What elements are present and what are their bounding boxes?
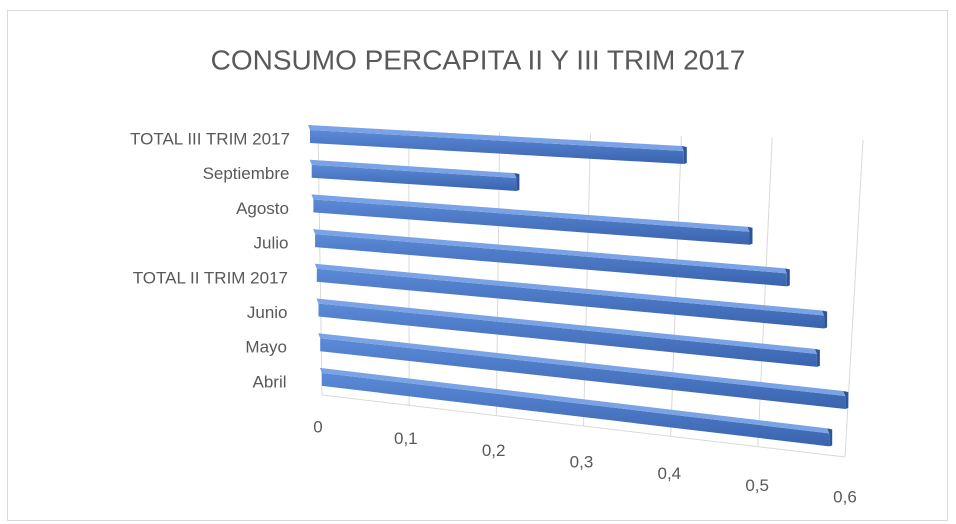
bar [314, 263, 828, 329]
y-tick-label: TOTAL III TRIM 2017 [130, 129, 290, 148]
bar-front [320, 338, 846, 410]
bar-end [681, 146, 687, 164]
bar [319, 367, 833, 447]
y-tick-label: Julio [254, 234, 289, 253]
bar-front [310, 130, 684, 164]
bar-top [318, 333, 846, 397]
bar-end [784, 268, 790, 287]
bar-end [822, 310, 828, 329]
bar-top [308, 125, 684, 151]
x-tick-label: 0,1 [394, 429, 418, 448]
bar [316, 298, 820, 367]
bar [308, 125, 687, 164]
x-tick-label: 0,6 [833, 487, 857, 506]
bar-top [319, 367, 830, 434]
bar-top [313, 229, 787, 274]
bar-top [316, 298, 817, 354]
bar-front [318, 303, 817, 367]
x-axis [321, 394, 846, 458]
y-tick-label: Septiembre [203, 164, 290, 183]
bar-end [827, 428, 833, 447]
bar-front [316, 268, 825, 329]
bar-front [321, 372, 830, 447]
y-tick-label: Mayo [245, 338, 287, 357]
x-tick-label: 0,4 [658, 464, 682, 483]
bar-end [843, 391, 849, 410]
bar-top [314, 263, 825, 316]
x-tick-label: 0,3 [570, 452, 594, 471]
bar [313, 229, 790, 287]
chart-border [7, 10, 948, 521]
bar-top [311, 194, 750, 232]
x-tick-label: 0,2 [482, 441, 506, 460]
bar-top [309, 159, 517, 179]
chart-title: CONSUMO PERCAPITA II Y III TRIM 2017 [211, 44, 746, 75]
x-tick-label: 0,5 [745, 476, 769, 495]
y-tick-label: TOTAL II TRIM 2017 [133, 268, 288, 287]
bar-end [814, 348, 820, 367]
bar-end [514, 173, 520, 192]
bar-front [313, 199, 750, 245]
bar [318, 333, 849, 410]
bar [309, 159, 520, 192]
y-tick-label: Abril [252, 372, 286, 391]
bar-front [311, 164, 517, 192]
y-tick-label: Junio [247, 303, 288, 322]
y-tick-label: Agosto [236, 199, 289, 218]
bar-front [315, 234, 787, 287]
x-tick-label: 0 [313, 417, 322, 436]
bar [311, 194, 753, 245]
bar-end [747, 226, 753, 245]
